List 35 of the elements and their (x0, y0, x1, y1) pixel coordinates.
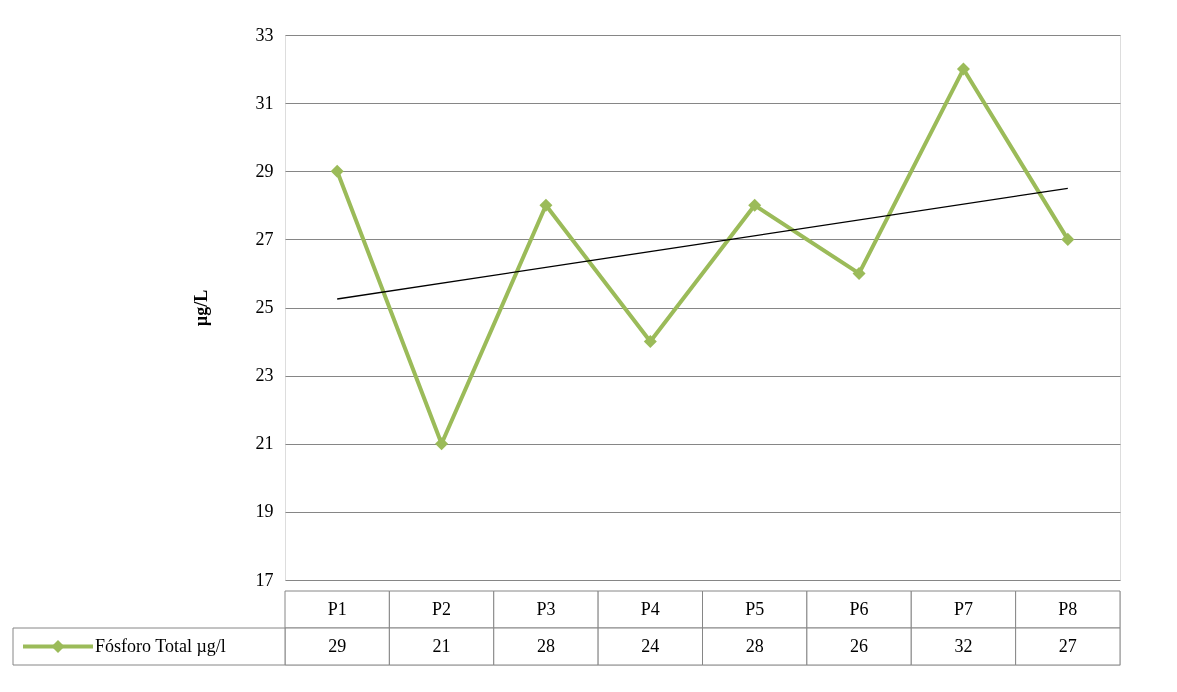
y-axis-title: µg/L (190, 289, 211, 327)
y-tick-label: 17 (255, 569, 274, 590)
y-tick-label: 25 (255, 297, 274, 317)
point (643, 335, 657, 349)
point (539, 198, 553, 212)
data-label: 26 (850, 635, 869, 656)
y-tick-label: 27 (255, 228, 274, 249)
data-label: 24 (641, 635, 660, 656)
data-label: 28 (536, 635, 555, 656)
x-tick-label: P7 (953, 598, 973, 619)
point (852, 266, 866, 280)
y-tick-label: 33 (255, 24, 274, 45)
x-tick-label: P3 (536, 598, 556, 619)
x-tick-label: P8 (1058, 598, 1078, 619)
x-tick-label: P2 (432, 598, 452, 619)
point (330, 164, 344, 178)
point (435, 437, 449, 451)
x-tick-label: P5 (745, 598, 765, 619)
y-tick-label: 29 (255, 160, 274, 181)
point (1061, 232, 1075, 246)
y-tick-label: 31 (255, 92, 274, 113)
data-label: 32 (954, 635, 973, 656)
x-tick-label: P1 (327, 598, 347, 619)
data-label: 27 (1058, 635, 1077, 656)
legend-label: Fósforo Total µg/l (95, 635, 226, 656)
point (748, 198, 762, 212)
y-tick-label: 19 (255, 501, 274, 522)
y-tick-label: 21 (255, 433, 274, 454)
data-label: 29 (328, 635, 347, 656)
data-label: 28 (745, 635, 764, 656)
x-tick-label: P4 (640, 598, 660, 619)
data-label: 21 (432, 635, 451, 656)
point (956, 62, 970, 76)
y-tick-label: 23 (255, 365, 274, 386)
x-tick-label: P6 (849, 598, 869, 619)
